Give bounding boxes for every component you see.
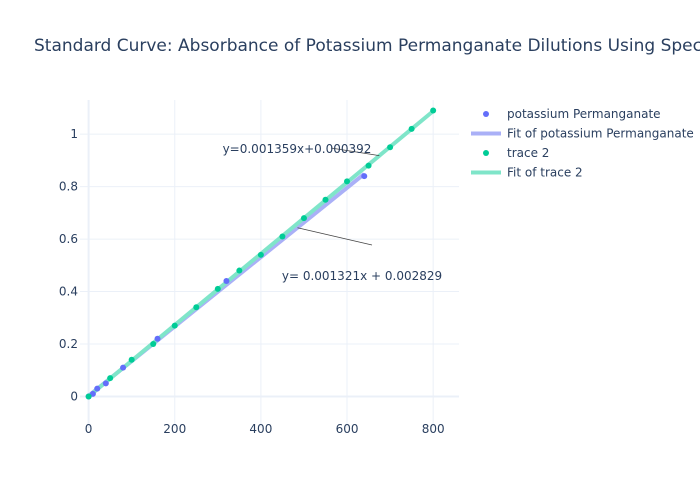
data-point[interactable]: [344, 178, 351, 185]
legend-label: trace 2: [507, 146, 549, 160]
data-point[interactable]: [300, 215, 307, 222]
legend-item[interactable]: Fit of potassium Permanganate: [471, 127, 694, 141]
annotation-arrow: [330, 147, 380, 157]
data-point[interactable]: [408, 125, 415, 132]
x-tick-label: 800: [422, 422, 445, 436]
legend-item[interactable]: trace 2: [483, 146, 549, 160]
legend-item[interactable]: potassium Permanganate: [483, 107, 661, 121]
grid: [80, 100, 459, 428]
data-point[interactable]: [257, 251, 264, 258]
legend-label: Fit of trace 2: [507, 166, 583, 180]
data-point[interactable]: [102, 380, 109, 387]
annotations: y=0.001359x+0.000392 y= 0.001321x + 0.002…: [223, 142, 443, 283]
x-tick-label: 200: [163, 422, 186, 436]
legend-marker: [483, 111, 489, 117]
legend-item[interactable]: Fit of trace 2: [471, 166, 583, 180]
data-point[interactable]: [120, 364, 127, 371]
y-tick-label: 0.6: [59, 232, 78, 246]
data-point[interactable]: [107, 375, 114, 382]
y-tick-label: 0: [70, 390, 78, 404]
data-point[interactable]: [94, 385, 101, 392]
y-tick-label: 0.2: [59, 337, 78, 351]
legend[interactable]: potassium Permanganate Fit of potassium P…: [471, 107, 694, 180]
data-point[interactable]: [387, 144, 394, 151]
y-tick-label: 1: [70, 127, 78, 141]
data-point[interactable]: [322, 196, 329, 203]
x-tick-label: 400: [249, 422, 272, 436]
data-point[interactable]: [154, 335, 161, 342]
y-tick-label: 0.4: [59, 285, 78, 299]
data-point[interactable]: [236, 267, 243, 274]
data-point[interactable]: [214, 285, 221, 292]
annotation-label: y= 0.001321x + 0.002829: [282, 269, 442, 283]
data-point[interactable]: [85, 393, 92, 400]
axes: 0 200 400 600 800 0 0.2 0.4 0.6 0.8 1: [59, 127, 445, 436]
data-point[interactable]: [128, 356, 135, 363]
data-point[interactable]: [89, 390, 96, 397]
data-point[interactable]: [171, 322, 178, 329]
data-point[interactable]: [223, 278, 230, 285]
plot-area: [85, 107, 437, 400]
chart-title: Standard Curve: Absorbance of Potassium …: [34, 36, 700, 56]
legend-marker: [483, 150, 489, 156]
annotation-arrow: [297, 227, 373, 246]
data-point[interactable]: [365, 162, 372, 169]
data-point[interactable]: [361, 173, 368, 180]
y-tick-label: 0.8: [59, 180, 78, 194]
data-point[interactable]: [150, 341, 157, 348]
legend-label: Fit of potassium Permanganate: [507, 127, 694, 141]
x-tick-label: 0: [85, 422, 93, 436]
legend-label: potassium Permanganate: [507, 107, 661, 121]
data-point[interactable]: [279, 233, 286, 240]
x-tick-label: 600: [336, 422, 359, 436]
data-point[interactable]: [430, 107, 437, 114]
data-point[interactable]: [193, 304, 200, 311]
annotation-label: y=0.001359x+0.000392: [223, 142, 372, 156]
